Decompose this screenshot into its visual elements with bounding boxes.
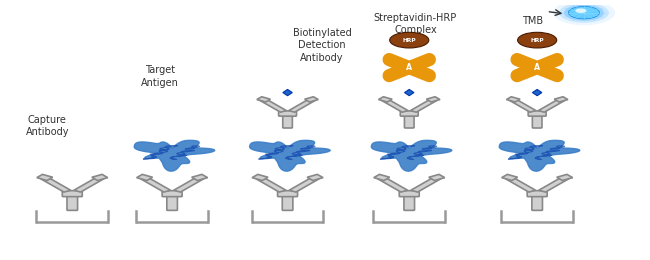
Polygon shape <box>174 177 203 192</box>
Circle shape <box>564 5 604 21</box>
Text: A: A <box>534 63 540 72</box>
FancyBboxPatch shape <box>527 191 547 197</box>
Polygon shape <box>192 174 207 180</box>
Polygon shape <box>134 140 215 171</box>
Circle shape <box>517 32 556 48</box>
Polygon shape <box>252 174 268 180</box>
FancyBboxPatch shape <box>167 196 177 210</box>
Polygon shape <box>260 99 286 112</box>
Text: HRP: HRP <box>402 38 416 43</box>
Circle shape <box>559 3 609 23</box>
FancyBboxPatch shape <box>279 111 296 116</box>
Text: TMB: TMB <box>522 16 543 27</box>
Polygon shape <box>404 89 414 96</box>
FancyBboxPatch shape <box>400 111 418 116</box>
Polygon shape <box>538 99 565 112</box>
Text: A: A <box>406 63 412 72</box>
Polygon shape <box>539 177 569 192</box>
Polygon shape <box>250 140 330 171</box>
Polygon shape <box>411 177 441 192</box>
Text: HRP: HRP <box>530 38 544 43</box>
Text: Biotinylated
Detection
Antibody: Biotinylated Detection Antibody <box>292 28 351 63</box>
FancyBboxPatch shape <box>399 191 419 197</box>
FancyBboxPatch shape <box>278 191 298 197</box>
Polygon shape <box>371 140 452 171</box>
Text: Capture
Antibody: Capture Antibody <box>25 115 69 138</box>
Polygon shape <box>257 97 270 102</box>
Text: Streptavidin-HRP
Complex: Streptavidin-HRP Complex <box>374 13 457 35</box>
FancyBboxPatch shape <box>62 191 83 197</box>
Polygon shape <box>429 174 445 180</box>
Polygon shape <box>140 177 170 192</box>
Polygon shape <box>374 174 389 180</box>
Polygon shape <box>532 89 542 96</box>
Polygon shape <box>557 174 573 180</box>
Polygon shape <box>502 174 517 180</box>
Polygon shape <box>307 174 323 180</box>
Circle shape <box>552 0 615 25</box>
FancyBboxPatch shape <box>404 196 415 210</box>
Polygon shape <box>74 177 104 192</box>
Polygon shape <box>506 97 520 102</box>
FancyBboxPatch shape <box>283 115 292 128</box>
FancyBboxPatch shape <box>162 191 182 197</box>
Polygon shape <box>378 177 408 192</box>
Polygon shape <box>41 177 71 192</box>
Polygon shape <box>506 177 536 192</box>
FancyBboxPatch shape <box>528 111 546 116</box>
Polygon shape <box>283 89 292 96</box>
Circle shape <box>568 6 599 19</box>
Circle shape <box>390 32 429 48</box>
Polygon shape <box>256 177 286 192</box>
Polygon shape <box>305 97 318 102</box>
Polygon shape <box>37 174 53 180</box>
Text: Target
Antigen: Target Antigen <box>140 65 179 88</box>
FancyBboxPatch shape <box>532 196 543 210</box>
Polygon shape <box>289 177 319 192</box>
FancyBboxPatch shape <box>282 196 293 210</box>
Polygon shape <box>92 174 108 180</box>
FancyBboxPatch shape <box>532 115 542 128</box>
Polygon shape <box>378 97 392 102</box>
Polygon shape <box>382 99 408 112</box>
Polygon shape <box>499 140 580 171</box>
Polygon shape <box>510 99 536 112</box>
Polygon shape <box>426 97 440 102</box>
Polygon shape <box>411 99 437 112</box>
FancyBboxPatch shape <box>67 196 77 210</box>
Polygon shape <box>136 174 153 180</box>
Polygon shape <box>554 97 568 102</box>
Polygon shape <box>289 99 315 112</box>
FancyBboxPatch shape <box>404 115 414 128</box>
Circle shape <box>575 8 586 13</box>
